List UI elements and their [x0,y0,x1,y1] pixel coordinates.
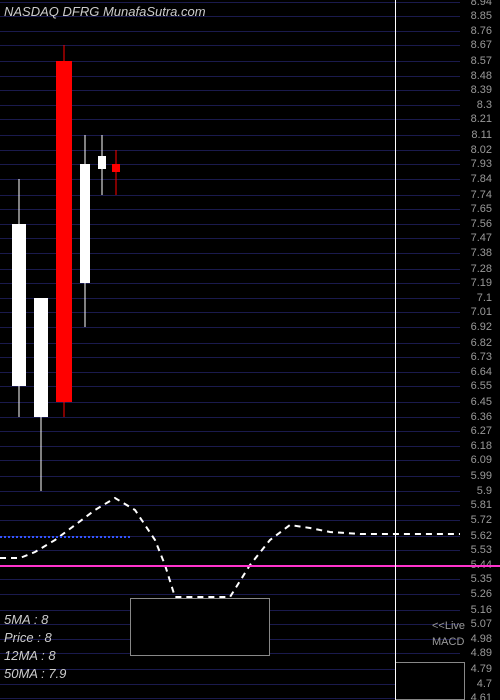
price-label: 6.18 [471,440,492,452]
price-label: 8.48 [471,70,492,82]
price-label: 6.09 [471,454,492,466]
price-label: 7.38 [471,247,492,259]
info-line: Price : 8 [4,630,52,645]
grid-line [0,505,460,506]
grid-line [0,491,460,492]
grid-line [0,2,460,3]
price-label: 4.89 [471,647,492,659]
price-label: 8.21 [471,113,492,125]
grid-line [0,520,460,521]
price-label: 7.93 [471,158,492,170]
price-label: 8.67 [471,39,492,51]
grid-line [0,594,460,595]
info-line: 5MA : 8 [4,612,48,627]
price-label: 6.36 [471,411,492,423]
price-label: 6.64 [471,366,492,378]
price-label: 7.01 [471,306,492,318]
price-label: 8.76 [471,25,492,37]
price-label: 8.94 [471,0,492,8]
grid-line [0,446,460,447]
price-label: 4.61 [471,692,492,700]
crosshair-vertical [395,0,396,700]
price-label: 5.16 [471,604,492,616]
price-label: 5.26 [471,588,492,600]
live-label: <<Live [432,620,465,632]
grid-line [0,431,460,432]
price-label: 5.81 [471,499,492,511]
grid-line [0,550,460,551]
price-label: 7.28 [471,263,492,275]
price-label: 5.9 [477,485,492,497]
grid-line [0,698,460,699]
candle [34,298,48,491]
ma-dashed-line [0,498,460,597]
price-label: 6.73 [471,351,492,363]
candle [12,179,26,417]
magenta-line [0,565,500,567]
blue-dotted-line [0,536,130,538]
price-label: 6.45 [471,396,492,408]
price-label: 8.11 [471,129,492,141]
price-label: 6.55 [471,380,492,392]
grid-line [0,476,460,477]
price-label: 8.85 [471,10,492,22]
macd-box [130,598,270,656]
price-label: 5.35 [471,573,492,585]
grid-line [0,460,460,461]
price-label: 7.47 [471,232,492,244]
price-label: 5.53 [471,544,492,556]
price-label: 6.92 [471,321,492,333]
grid-line [0,579,460,580]
price-label: 7.1 [477,292,492,304]
grid-line [0,669,460,670]
candle [80,135,90,326]
price-label: 8.57 [471,55,492,67]
price-label: 5.72 [471,514,492,526]
price-label: 4.79 [471,663,492,675]
price-label: 4.7 [477,678,492,690]
price-label: 8.3 [477,99,492,111]
candle [56,45,72,416]
candle [112,150,120,195]
price-label: 5.07 [471,618,492,630]
price-label: 4.98 [471,633,492,645]
info-line: 50MA : 7.9 [4,666,66,681]
price-label: 7.19 [471,277,492,289]
grid-line [0,31,460,32]
chart-title: NASDAQ DFRG MunafaSutra.com [4,4,206,19]
stock-chart: NASDAQ DFRG MunafaSutra.com 8.94 8.85 8.76… [0,0,500,700]
macd-label: MACD [432,636,464,648]
price-label: 7.84 [471,173,492,185]
price-label: 6.82 [471,337,492,349]
candle [98,135,106,194]
info-line: 12MA : 8 [4,648,56,663]
price-label: 7.65 [471,203,492,215]
macd-box [395,662,465,700]
grid-line [0,684,460,685]
price-label: 5.62 [471,530,492,542]
price-label: 5.99 [471,470,492,482]
price-label: 7.56 [471,218,492,230]
price-label: 8.39 [471,84,492,96]
grid-line [0,417,460,418]
price-label: 7.74 [471,189,492,201]
price-label: 8.02 [471,144,492,156]
price-label: 6.27 [471,425,492,437]
